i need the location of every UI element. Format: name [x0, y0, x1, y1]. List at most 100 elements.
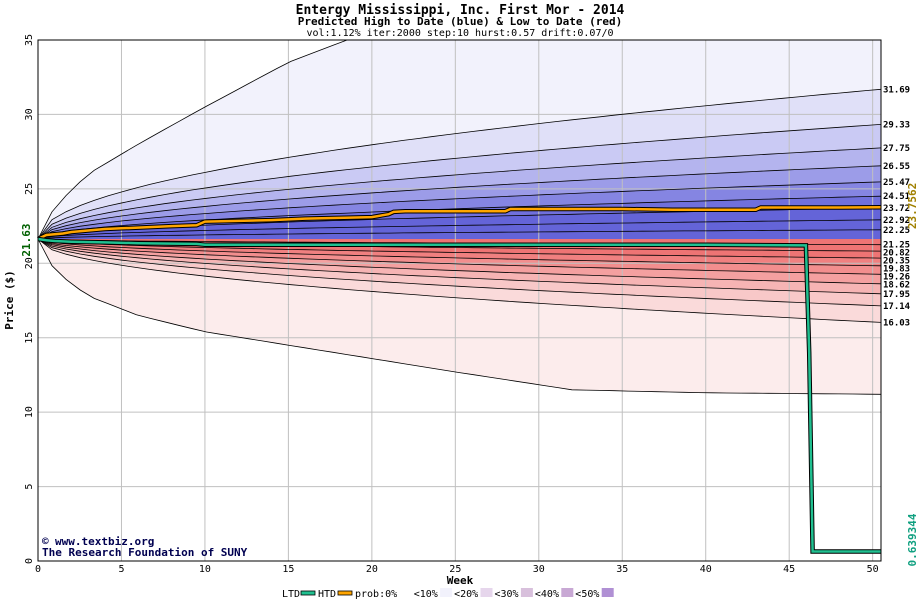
level-label: 19.26	[883, 273, 910, 283]
level-label: 17.95	[883, 290, 910, 300]
plot-frame	[37, 39, 882, 562]
x-tick-label: 40	[700, 564, 712, 575]
legend-prob-label: <40%	[535, 589, 559, 600]
level-label: 17.14	[883, 302, 911, 312]
low-band-6	[38, 239, 881, 294]
y-tick-label: 20	[24, 257, 35, 269]
level-label: 24.51	[883, 192, 910, 202]
axis-ticks: 0 5 10 15 20 25 30 35 40 45 50 0 5 10 15 20 25 30 35	[24, 34, 879, 575]
level-contours	[37, 39, 882, 395]
x-tick-label: 25	[449, 564, 461, 575]
level-label: 22.92	[883, 216, 910, 226]
credit-site: www.textbiz.org	[55, 535, 154, 548]
level-label: 16.03	[883, 318, 910, 328]
high-band-5	[38, 181, 881, 239]
contour-line-8	[37, 219, 882, 240]
contour-line-4	[37, 165, 882, 240]
contour-line-13	[37, 238, 882, 267]
legend-prob-swatch	[520, 588, 533, 597]
low-band-2	[38, 239, 881, 259]
contour-line-5	[37, 181, 882, 240]
legend-prob-label: <50%	[575, 589, 599, 600]
legend: LTD HTD prob:0% <10% <20% <30% <40% <50%	[282, 588, 614, 600]
contour-line-2	[37, 124, 882, 240]
contour-line-12	[37, 238, 882, 259]
contour-line-17	[37, 238, 882, 307]
x-tick-label: 30	[533, 564, 545, 575]
chart-subtitle: Predicted High to Date (blue) & Low to D…	[298, 15, 623, 28]
contour-line-6	[37, 195, 882, 240]
chart-title: Entergy Mississippi, Inc. First Mor - 20…	[296, 3, 625, 18]
contour-line-9	[37, 229, 882, 240]
legend-prob-swatch	[480, 588, 493, 597]
low-band-8	[38, 239, 881, 323]
legend-prob-label: <20%	[454, 589, 478, 600]
legend-htd-swatch	[337, 590, 353, 596]
contour-line-14	[37, 238, 882, 275]
high-band-0	[38, 40, 881, 239]
series-line-htd	[37, 206, 882, 241]
x-tick-label: 15	[282, 564, 294, 575]
level-label: 25.47	[883, 178, 910, 188]
low-band-9	[38, 239, 881, 395]
y-tick-label: 15	[24, 332, 35, 344]
level-label: 21.25	[883, 241, 910, 251]
legend-prob-swatch	[601, 588, 614, 597]
legend-htd-label: HTD	[318, 589, 336, 600]
level-label: 18.62	[883, 281, 910, 291]
series-line-ltd	[37, 237, 881, 553]
series-lines	[37, 205, 882, 554]
level-label: 27.75	[883, 144, 910, 154]
x-tick-label: 10	[199, 564, 211, 575]
x-tick-label: 35	[616, 564, 628, 575]
high-band-9	[38, 229, 881, 239]
y-tick-label: 0	[24, 558, 35, 564]
low-band-3	[38, 239, 881, 266]
level-label: 22.25	[883, 226, 910, 236]
low-band-7	[38, 239, 881, 306]
legend-prob-swatch	[561, 588, 574, 597]
high-band-7	[38, 207, 881, 239]
high-band-1	[38, 89, 881, 239]
y-tick-label: 10	[24, 406, 35, 418]
contour-line-1	[37, 88, 882, 240]
level-label: 26.55	[883, 162, 910, 172]
contour-line-18	[37, 238, 882, 323]
legend-ltd-label: LTD	[282, 589, 300, 600]
contour-line-19	[37, 238, 882, 395]
level-label: 23.72	[883, 204, 910, 214]
low-final-label: 0.639344	[906, 513, 919, 566]
y-tick-label: 30	[24, 108, 35, 120]
level-label: 31.69	[883, 85, 910, 95]
y-axis-label: Price ($)	[3, 270, 16, 330]
high-band-4	[38, 165, 881, 239]
x-tick-label: 20	[366, 564, 378, 575]
chart-params: vol:1.12% iter:2000 step:10 hurst:0.57 d…	[306, 28, 613, 39]
contour-line-16	[37, 238, 882, 295]
low-band-4	[38, 239, 881, 275]
x-tick-label: 5	[118, 564, 124, 575]
start-price-label: 21.63	[20, 223, 33, 256]
x-tick-label: 0	[35, 564, 41, 575]
legend-prob-swatch	[399, 588, 412, 597]
high-band-3	[38, 147, 881, 239]
level-labels: 31.69 29.33 27.75 26.55 25.47 24.51 23.72 22.92…	[883, 85, 911, 328]
probability-bands	[38, 40, 881, 395]
contour-line-3	[37, 147, 882, 240]
level-label: 20.35	[883, 257, 910, 267]
legend-prob-label: <10%	[414, 589, 438, 600]
legend-prob-label: <30%	[495, 589, 519, 600]
y-tick-label: 5	[24, 484, 35, 490]
level-label: 29.33	[883, 120, 910, 130]
low-band-5	[38, 239, 881, 284]
high-band-2	[38, 124, 881, 239]
legend-ltd-swatch	[300, 590, 316, 596]
y-tick-label: 25	[24, 183, 35, 195]
level-label: 19.83	[883, 265, 910, 275]
y-tick-label: 35	[24, 34, 35, 46]
x-axis-label: Week	[447, 574, 474, 587]
high-final-label: 23.7562	[906, 183, 919, 229]
credit-org: The Research Foundation of SUNY	[42, 546, 248, 559]
legend-prob-label: prob:0%	[355, 589, 397, 600]
